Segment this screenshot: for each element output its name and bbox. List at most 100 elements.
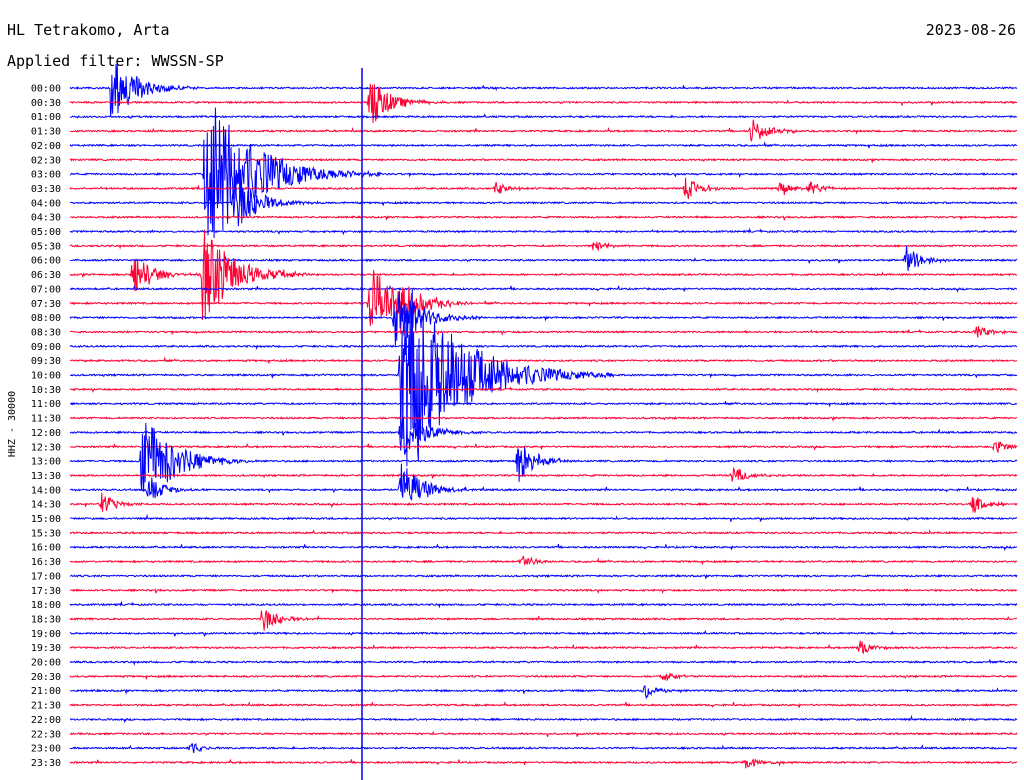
trace-2000 [69, 659, 1018, 666]
trace-0500 [69, 227, 1018, 236]
trace-2300 [69, 742, 1018, 754]
row-label: 12:00 [31, 428, 61, 439]
row-label: 21:30 [31, 701, 61, 712]
row-label: 01:30 [31, 127, 61, 138]
row-label: 14:30 [31, 500, 61, 511]
trace-1600 [69, 543, 1018, 552]
trace-1100 [70, 401, 1018, 407]
row-label: 06:30 [31, 270, 61, 281]
trace-2330 [69, 758, 1018, 769]
trace-1900 [69, 629, 1018, 637]
row-label: 16:30 [31, 557, 61, 568]
trace-0400 [70, 175, 1018, 227]
row-label: 15:30 [31, 528, 61, 539]
trace-group [69, 63, 1018, 769]
row-label: 07:00 [31, 284, 61, 295]
row-label: 23:30 [31, 758, 61, 769]
trace-0530 [69, 241, 1018, 252]
trace-1930 [69, 640, 1018, 655]
row-label: 18:00 [31, 600, 61, 611]
trace-0200 [69, 141, 1018, 149]
trace-2200 [69, 714, 1018, 724]
trace-1430 [69, 492, 1018, 513]
trace-1530 [69, 529, 1018, 535]
row-label: 14:00 [31, 485, 61, 496]
row-label: 12:30 [31, 442, 61, 453]
row-label: 02:00 [31, 141, 61, 152]
trace-0930 [69, 356, 1018, 364]
trace-1800 [69, 600, 1018, 609]
row-label: 22:30 [31, 729, 61, 740]
trace-1700 [69, 573, 1018, 580]
row-label: 04:00 [31, 198, 61, 209]
row-label: 08:00 [31, 313, 61, 324]
trace-1330 [69, 466, 1018, 482]
trace-0900 [69, 344, 1018, 351]
row-label: 18:30 [31, 614, 61, 625]
trace-1400 [69, 463, 1018, 501]
trace-1730 [69, 587, 1018, 595]
trace-2130 [69, 700, 1018, 708]
trace-1300 [69, 422, 1018, 492]
row-label: 13:00 [31, 457, 61, 468]
station-title: HL Tetrakomo, Arta [7, 21, 170, 39]
row-label-group: 00:00 00:30 01:00 01:30 02:00 02:30 03:00 03:30… [31, 84, 61, 769]
row-label: 20:30 [31, 672, 61, 683]
trace-0800 [69, 291, 1018, 346]
trace-1500 [69, 513, 1018, 522]
channel-label: HHZ - 30000 [7, 391, 18, 457]
row-label: 06:00 [31, 256, 61, 267]
trace-1200 [69, 416, 1018, 455]
row-label: 01:00 [31, 112, 61, 123]
trace-1230 [69, 441, 1018, 454]
trace-0030 [69, 83, 1018, 124]
row-label: 05:30 [31, 241, 61, 252]
row-label: 05:00 [31, 227, 61, 238]
row-label: 22:00 [31, 715, 61, 726]
trace-0000 [69, 63, 1018, 117]
trace-0600 [69, 245, 1018, 272]
row-label: 23:00 [31, 744, 61, 755]
trace-1030 [69, 386, 1018, 394]
row-label: 00:30 [31, 98, 61, 109]
row-label: 15:00 [31, 514, 61, 525]
trace-0700 [69, 284, 1017, 293]
trace-0730 [69, 269, 1018, 334]
trace-0330 [69, 177, 1018, 200]
row-label: 20:00 [31, 658, 61, 669]
trace-1630 [69, 555, 1018, 566]
row-label: 17:30 [31, 586, 61, 597]
row-label: 10:30 [31, 385, 61, 396]
trace-0630 [69, 229, 1018, 321]
row-label: 03:30 [31, 184, 61, 195]
row-label: 21:00 [31, 686, 61, 697]
row-label: 08:30 [31, 327, 61, 338]
filter-subtitle: Applied filter: WWSSN-SP [7, 52, 224, 70]
trace-1830 [69, 610, 1017, 631]
row-label: 00:00 [31, 84, 61, 95]
row-label: 07:30 [31, 299, 61, 310]
trace-1000 [70, 289, 1018, 467]
trace-2030 [69, 672, 1018, 681]
row-label: 19:00 [31, 629, 61, 640]
row-label: 13:30 [31, 471, 61, 482]
row-label: 16:00 [31, 543, 61, 554]
trace-0130 [69, 119, 1018, 142]
row-label: 11:00 [31, 399, 61, 410]
row-label: 10:00 [31, 371, 61, 382]
row-label: 02:30 [31, 155, 61, 166]
row-label: 17:00 [31, 571, 61, 582]
row-label: 04:30 [31, 213, 61, 224]
row-label: 09:00 [31, 342, 61, 353]
trace-1130 [69, 415, 1018, 422]
row-label: 03:00 [31, 170, 61, 181]
trace-0430 [70, 215, 1018, 222]
trace-0100 [69, 113, 1018, 120]
trace-2100 [69, 685, 1018, 700]
plot-date: 2023-08-26 [925, 21, 1016, 39]
trace-0300 [69, 107, 1018, 239]
trace-0830 [70, 326, 1018, 338]
trace-2230 [69, 730, 1018, 738]
row-label: 11:30 [31, 414, 61, 425]
